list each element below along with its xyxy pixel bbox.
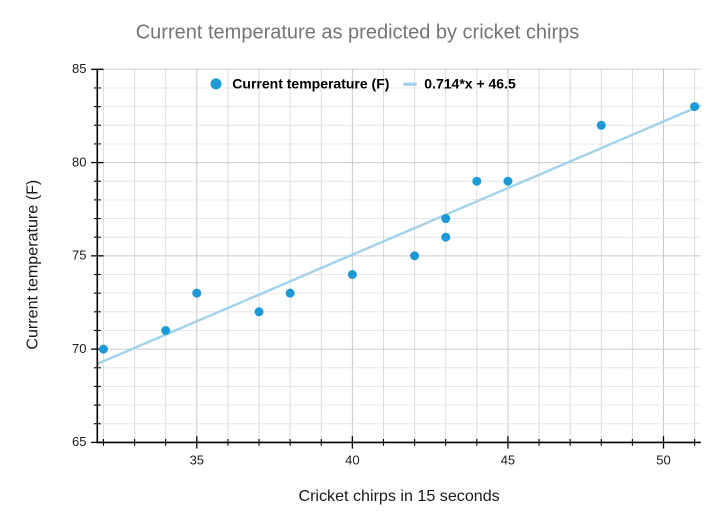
svg-text:Cricket chirps in 15 seconds: Cricket chirps in 15 seconds: [298, 487, 499, 505]
svg-text:Current temperature (F): Current temperature (F): [24, 180, 42, 350]
svg-text:70: 70: [72, 341, 86, 356]
svg-text:0.714*x + 46.5: 0.714*x + 46.5: [424, 75, 516, 91]
svg-text:85: 85: [72, 61, 86, 76]
svg-text:Current temperature (F): Current temperature (F): [232, 75, 389, 91]
svg-text:Current temperature as predict: Current temperature as predicted by cric…: [136, 21, 580, 43]
svg-text:35: 35: [190, 452, 204, 467]
svg-text:80: 80: [72, 154, 86, 169]
svg-text:45: 45: [501, 452, 515, 467]
svg-text:40: 40: [345, 452, 359, 467]
svg-text:65: 65: [72, 434, 86, 449]
svg-text:50: 50: [656, 452, 670, 467]
svg-text:75: 75: [72, 248, 86, 263]
